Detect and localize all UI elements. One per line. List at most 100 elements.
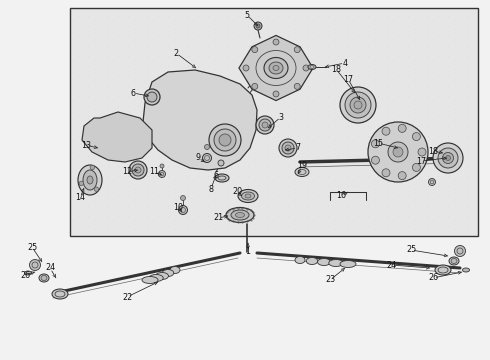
Ellipse shape xyxy=(215,174,229,182)
Circle shape xyxy=(160,164,164,168)
Ellipse shape xyxy=(236,212,245,217)
Ellipse shape xyxy=(78,165,102,195)
Circle shape xyxy=(252,46,258,53)
Text: 23: 23 xyxy=(325,275,335,284)
Ellipse shape xyxy=(445,156,450,161)
Polygon shape xyxy=(82,112,152,162)
Text: 4: 4 xyxy=(343,58,347,68)
Text: 17: 17 xyxy=(416,157,426,166)
Text: 9: 9 xyxy=(196,153,200,162)
Ellipse shape xyxy=(170,266,180,274)
Ellipse shape xyxy=(129,161,147,179)
Circle shape xyxy=(455,246,466,256)
Ellipse shape xyxy=(340,87,376,123)
Ellipse shape xyxy=(142,276,158,284)
Circle shape xyxy=(371,140,379,148)
Polygon shape xyxy=(239,35,313,100)
Ellipse shape xyxy=(368,122,428,182)
Text: 18: 18 xyxy=(331,64,341,73)
Ellipse shape xyxy=(162,270,174,276)
Ellipse shape xyxy=(219,134,231,146)
Circle shape xyxy=(256,24,260,28)
Ellipse shape xyxy=(282,142,294,154)
Circle shape xyxy=(413,132,420,140)
Ellipse shape xyxy=(350,97,366,113)
Circle shape xyxy=(273,39,279,45)
Circle shape xyxy=(382,127,390,135)
Ellipse shape xyxy=(295,256,305,264)
Ellipse shape xyxy=(245,194,251,198)
Text: 12: 12 xyxy=(122,167,132,176)
Ellipse shape xyxy=(449,257,459,265)
Ellipse shape xyxy=(149,274,163,282)
Ellipse shape xyxy=(279,139,297,157)
Text: 17: 17 xyxy=(343,75,353,84)
Circle shape xyxy=(178,206,188,215)
Polygon shape xyxy=(143,70,257,170)
Ellipse shape xyxy=(87,176,93,184)
Circle shape xyxy=(204,144,210,149)
Text: 21: 21 xyxy=(213,213,223,222)
Ellipse shape xyxy=(231,210,249,220)
Circle shape xyxy=(273,91,279,97)
Ellipse shape xyxy=(24,271,31,275)
Text: 26: 26 xyxy=(20,270,30,279)
Ellipse shape xyxy=(285,145,291,151)
Circle shape xyxy=(79,181,83,185)
Ellipse shape xyxy=(155,273,169,279)
Text: 6: 6 xyxy=(214,171,219,180)
Circle shape xyxy=(218,160,224,166)
Ellipse shape xyxy=(242,192,254,200)
Ellipse shape xyxy=(463,268,469,272)
Text: 25: 25 xyxy=(27,243,37,252)
Text: 14: 14 xyxy=(75,194,85,202)
Text: 5: 5 xyxy=(245,10,249,19)
Text: 15: 15 xyxy=(373,139,383,148)
Ellipse shape xyxy=(39,274,49,282)
Circle shape xyxy=(243,65,249,71)
Ellipse shape xyxy=(388,142,408,162)
Ellipse shape xyxy=(306,257,318,265)
Text: 10: 10 xyxy=(173,202,183,211)
Ellipse shape xyxy=(451,258,457,264)
Text: 20: 20 xyxy=(232,188,242,197)
Circle shape xyxy=(371,156,379,164)
Ellipse shape xyxy=(308,64,316,69)
Ellipse shape xyxy=(132,164,144,176)
Text: 19: 19 xyxy=(297,162,307,171)
Ellipse shape xyxy=(345,92,371,118)
Text: 25: 25 xyxy=(406,246,416,255)
Ellipse shape xyxy=(393,147,403,157)
Bar xyxy=(70,8,478,236)
Ellipse shape xyxy=(318,258,330,266)
Ellipse shape xyxy=(238,189,258,202)
Ellipse shape xyxy=(295,167,309,176)
Text: 1: 1 xyxy=(245,247,250,256)
Text: 8: 8 xyxy=(209,184,214,194)
Ellipse shape xyxy=(433,143,463,173)
Ellipse shape xyxy=(226,207,254,222)
Ellipse shape xyxy=(435,265,451,275)
Circle shape xyxy=(294,46,300,53)
Text: 7: 7 xyxy=(295,144,300,153)
Text: 6: 6 xyxy=(130,89,136,98)
Text: 16: 16 xyxy=(336,192,346,201)
Circle shape xyxy=(252,84,258,89)
Ellipse shape xyxy=(262,122,268,128)
Text: 26: 26 xyxy=(428,274,438,283)
Circle shape xyxy=(29,260,41,270)
Circle shape xyxy=(398,124,406,132)
Ellipse shape xyxy=(135,167,141,173)
Ellipse shape xyxy=(83,170,97,190)
Ellipse shape xyxy=(264,58,288,78)
Circle shape xyxy=(94,187,98,192)
Text: 13: 13 xyxy=(81,140,91,149)
Ellipse shape xyxy=(354,101,362,109)
Circle shape xyxy=(398,172,406,180)
Ellipse shape xyxy=(256,116,274,134)
Ellipse shape xyxy=(147,92,157,102)
Circle shape xyxy=(303,65,309,71)
Ellipse shape xyxy=(329,260,343,266)
Circle shape xyxy=(413,163,420,171)
Ellipse shape xyxy=(144,89,160,105)
